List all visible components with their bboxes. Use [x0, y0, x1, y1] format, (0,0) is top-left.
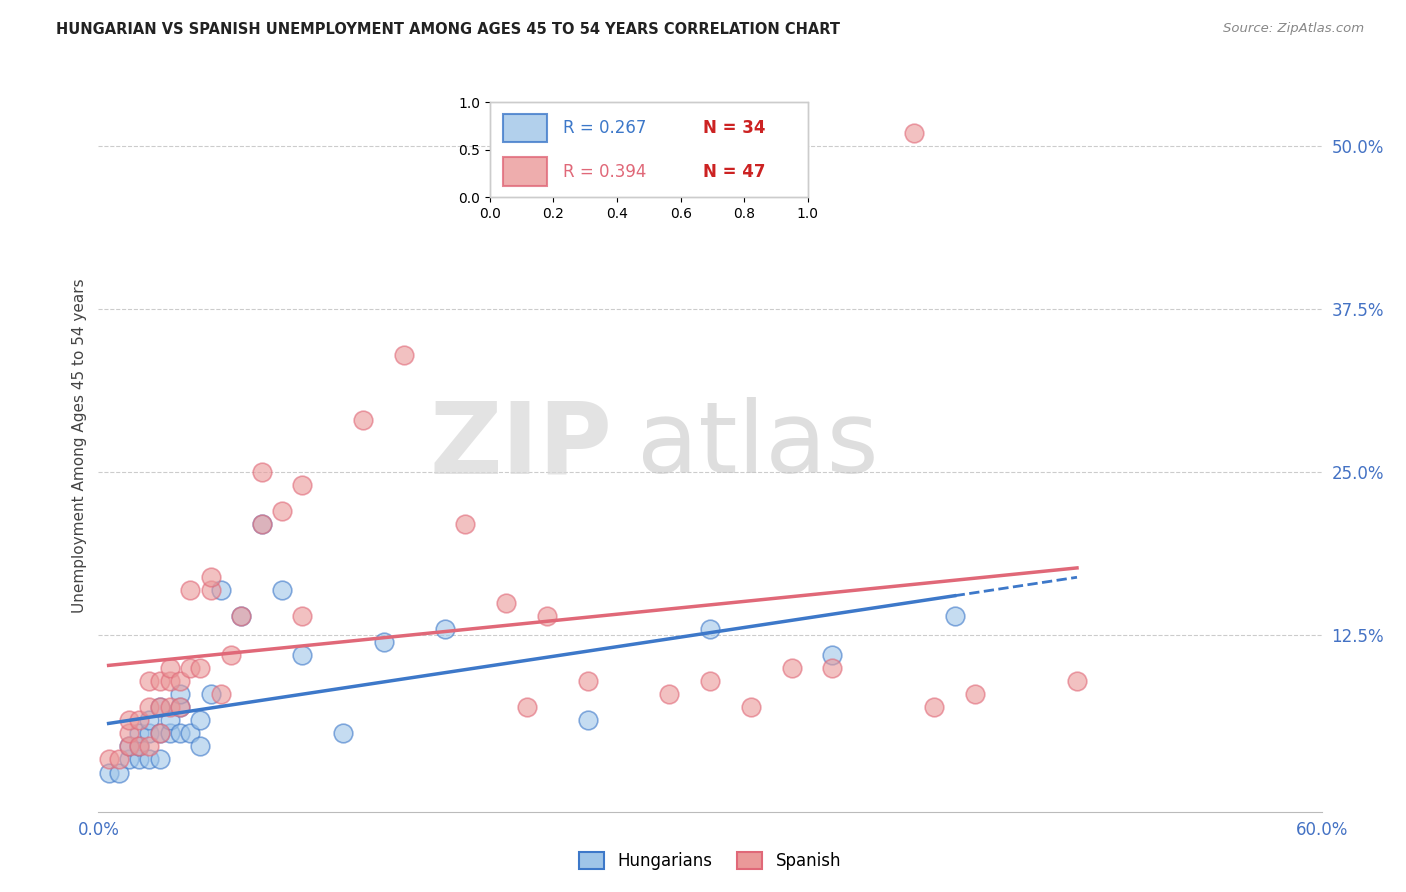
Point [516, 700, 538, 714]
Point [821, 661, 844, 675]
Point [780, 661, 803, 675]
Point [118, 714, 141, 728]
Point [118, 739, 141, 754]
Point [128, 739, 150, 754]
Point [1066, 674, 1088, 689]
Point [159, 674, 181, 689]
Point [821, 648, 844, 662]
Point [250, 517, 273, 532]
Text: Source: ZipAtlas.com: Source: ZipAtlas.com [1223, 22, 1364, 36]
Point [188, 661, 212, 675]
Point [658, 687, 681, 701]
Point [250, 465, 273, 479]
Point [200, 569, 222, 583]
Point [434, 622, 457, 636]
Point [128, 752, 150, 766]
Point [97, 765, 120, 780]
Point [291, 608, 314, 623]
Point [179, 582, 201, 597]
Point [138, 752, 160, 766]
Y-axis label: Unemployment Among Ages 45 to 54 years: Unemployment Among Ages 45 to 54 years [72, 278, 87, 614]
Point [231, 608, 253, 623]
Point [179, 661, 201, 675]
FancyBboxPatch shape [489, 103, 808, 197]
Text: R = 0.267: R = 0.267 [562, 119, 647, 136]
Point [149, 700, 172, 714]
Point [138, 726, 160, 740]
Point [169, 726, 191, 740]
Point [97, 752, 120, 766]
Point [118, 752, 141, 766]
Point [231, 608, 253, 623]
Point [159, 726, 181, 740]
Point [200, 687, 222, 701]
Point [159, 714, 181, 728]
Point [270, 582, 294, 597]
Text: N = 34: N = 34 [703, 119, 765, 136]
Point [903, 126, 925, 140]
Point [128, 714, 150, 728]
Point [576, 674, 599, 689]
Point [373, 635, 395, 649]
Point [128, 739, 150, 754]
Point [118, 739, 141, 754]
Point [536, 608, 558, 623]
Point [169, 700, 191, 714]
Point [200, 582, 222, 597]
Text: ZIP: ZIP [429, 398, 612, 494]
FancyBboxPatch shape [502, 113, 547, 142]
Point [291, 478, 314, 492]
Point [495, 596, 517, 610]
Point [138, 714, 160, 728]
Point [149, 700, 172, 714]
Point [149, 752, 172, 766]
Point [576, 714, 599, 728]
Point [149, 674, 172, 689]
Point [149, 726, 172, 740]
Point [209, 582, 232, 597]
Point [108, 765, 131, 780]
Point [740, 700, 762, 714]
Point [699, 674, 721, 689]
Point [138, 739, 160, 754]
Point [965, 687, 987, 701]
Point [291, 648, 314, 662]
Point [138, 674, 160, 689]
Point [169, 700, 191, 714]
Point [169, 674, 191, 689]
Point [118, 726, 141, 740]
Point [188, 714, 212, 728]
Point [149, 726, 172, 740]
Point [128, 726, 150, 740]
Text: N = 47: N = 47 [703, 162, 765, 181]
Point [219, 648, 242, 662]
Point [169, 687, 191, 701]
Text: atlas: atlas [637, 398, 879, 494]
Point [699, 622, 721, 636]
Point [138, 700, 160, 714]
Point [270, 504, 294, 518]
Point [943, 608, 966, 623]
Point [108, 752, 131, 766]
Point [352, 413, 374, 427]
Point [179, 726, 201, 740]
Point [332, 726, 354, 740]
Point [922, 700, 945, 714]
Point [454, 517, 477, 532]
Point [209, 687, 232, 701]
Point [159, 661, 181, 675]
Point [159, 700, 181, 714]
Point [250, 517, 273, 532]
Point [392, 348, 416, 362]
Text: R = 0.394: R = 0.394 [562, 162, 647, 181]
Legend: Hungarians, Spanish: Hungarians, Spanish [572, 845, 848, 877]
Point [188, 739, 212, 754]
Text: HUNGARIAN VS SPANISH UNEMPLOYMENT AMONG AGES 45 TO 54 YEARS CORRELATION CHART: HUNGARIAN VS SPANISH UNEMPLOYMENT AMONG … [56, 22, 841, 37]
FancyBboxPatch shape [502, 157, 547, 186]
